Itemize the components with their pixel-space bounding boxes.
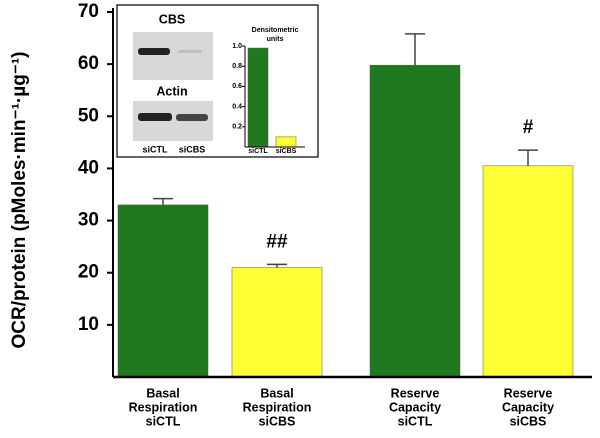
blot-band — [138, 113, 172, 121]
y-tick-label: 0.2 — [232, 124, 242, 131]
blot-cbs — [133, 32, 213, 80]
error-bar — [153, 197, 173, 205]
bar — [369, 64, 461, 378]
y-tick-label: 30 — [78, 210, 99, 231]
y-tick-label: 40 — [78, 157, 99, 178]
x-tick-label: Basal — [260, 386, 293, 400]
x-tick-label: Capacity — [389, 400, 441, 414]
y-axis-label: OCR/protein (pMoles·min⁻¹·µg⁻¹) — [9, 52, 30, 349]
bar — [231, 267, 323, 378]
x-tick-label: Basal — [146, 386, 179, 400]
x-tick-label: Respiration — [243, 400, 312, 414]
x-tick-label: Capacity — [502, 400, 554, 414]
inset-title: Densitometric units — [252, 27, 299, 43]
x-tick-label: Reserve — [391, 386, 440, 400]
blot-label: Actin — [156, 84, 187, 98]
y-tick-label: 70 — [78, 1, 99, 22]
error-bar — [518, 149, 538, 166]
blot-band — [138, 48, 170, 55]
bar — [482, 165, 574, 378]
x-tick-label: Respiration — [129, 400, 198, 414]
blot-label: CBS — [159, 12, 185, 26]
bar — [275, 136, 297, 148]
y-tick-label: 0.6 — [232, 83, 242, 90]
y-tick-label: 20 — [78, 262, 99, 283]
y-tick-label: 0.4 — [232, 103, 242, 110]
error-bar — [405, 33, 425, 66]
bar — [117, 204, 209, 378]
x-tick-label: siCTL — [248, 148, 268, 155]
x-tick-label: siCTL — [398, 414, 433, 428]
significance-label: ## — [266, 231, 288, 252]
lane-label: siCTL — [142, 144, 168, 154]
x-tick-label: siCBS — [276, 148, 297, 155]
x-tick-label: Reserve — [504, 386, 553, 400]
y-tick-label: 10 — [78, 314, 99, 335]
blot-band — [178, 50, 202, 53]
bar — [247, 47, 269, 148]
blot-band — [176, 114, 208, 121]
error-bar — [267, 263, 287, 268]
lane-label: siCBS — [179, 144, 206, 154]
y-tick-label: 1.0 — [232, 43, 242, 50]
y-tick-label: 0.8 — [232, 63, 242, 70]
x-tick-label: siCBS — [259, 414, 296, 428]
y-tick-label: 50 — [78, 105, 99, 126]
significance-label: # — [523, 117, 534, 138]
x-tick-label: siCTL — [146, 414, 181, 428]
y-tick-label: 60 — [78, 53, 99, 74]
x-tick-label: siCBS — [510, 414, 547, 428]
